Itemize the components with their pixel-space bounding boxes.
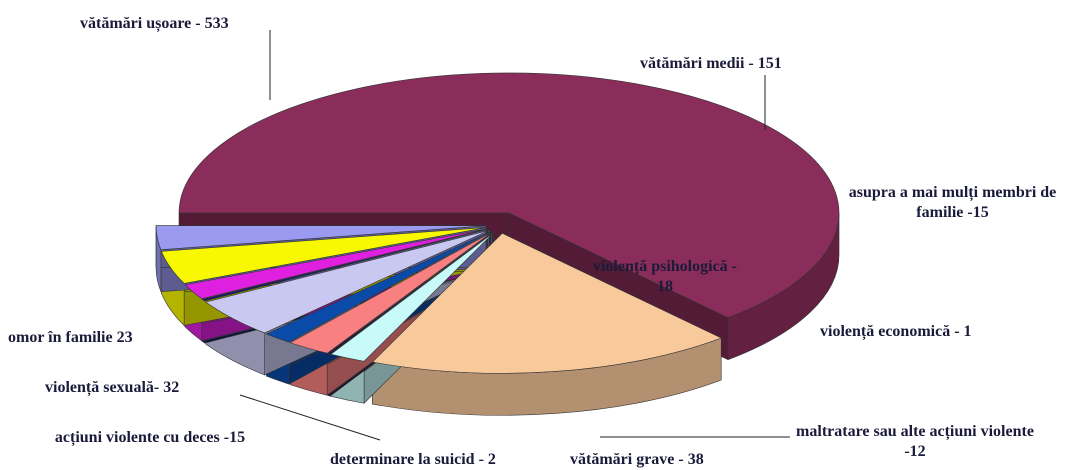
slice — [205, 229, 490, 334]
slice — [330, 232, 494, 362]
slice-label: violență economică - 1 — [820, 323, 972, 340]
slice-label: violență psihologică - 18 — [592, 258, 737, 295]
slice-label: determinare la suicid - 2 — [330, 451, 496, 468]
slice — [184, 228, 488, 300]
slice — [371, 232, 722, 374]
slice — [155, 225, 487, 251]
slice — [178, 72, 840, 319]
slice — [289, 231, 493, 354]
slice-label: asupra a mai mulți membri de familie -15 — [848, 184, 1057, 221]
slice-label: omor în familie 23 — [8, 329, 133, 346]
slice-label: vătămări medii - 151 — [640, 55, 782, 72]
leader-line — [239, 394, 381, 441]
slice-label: maltratare sau alte acțiuni violente -12 — [796, 423, 1034, 460]
slice-label: vătămări grave - 38 — [570, 451, 704, 468]
slice — [265, 231, 492, 343]
slice — [327, 232, 494, 355]
slice — [161, 227, 487, 284]
slice-label: vătămări ușoare - 533 — [80, 15, 229, 32]
slice-label: violență sexuală- 32 — [45, 379, 180, 396]
slice — [201, 228, 489, 302]
slice-label: acțiuni violente cu deces -15 — [54, 429, 246, 446]
